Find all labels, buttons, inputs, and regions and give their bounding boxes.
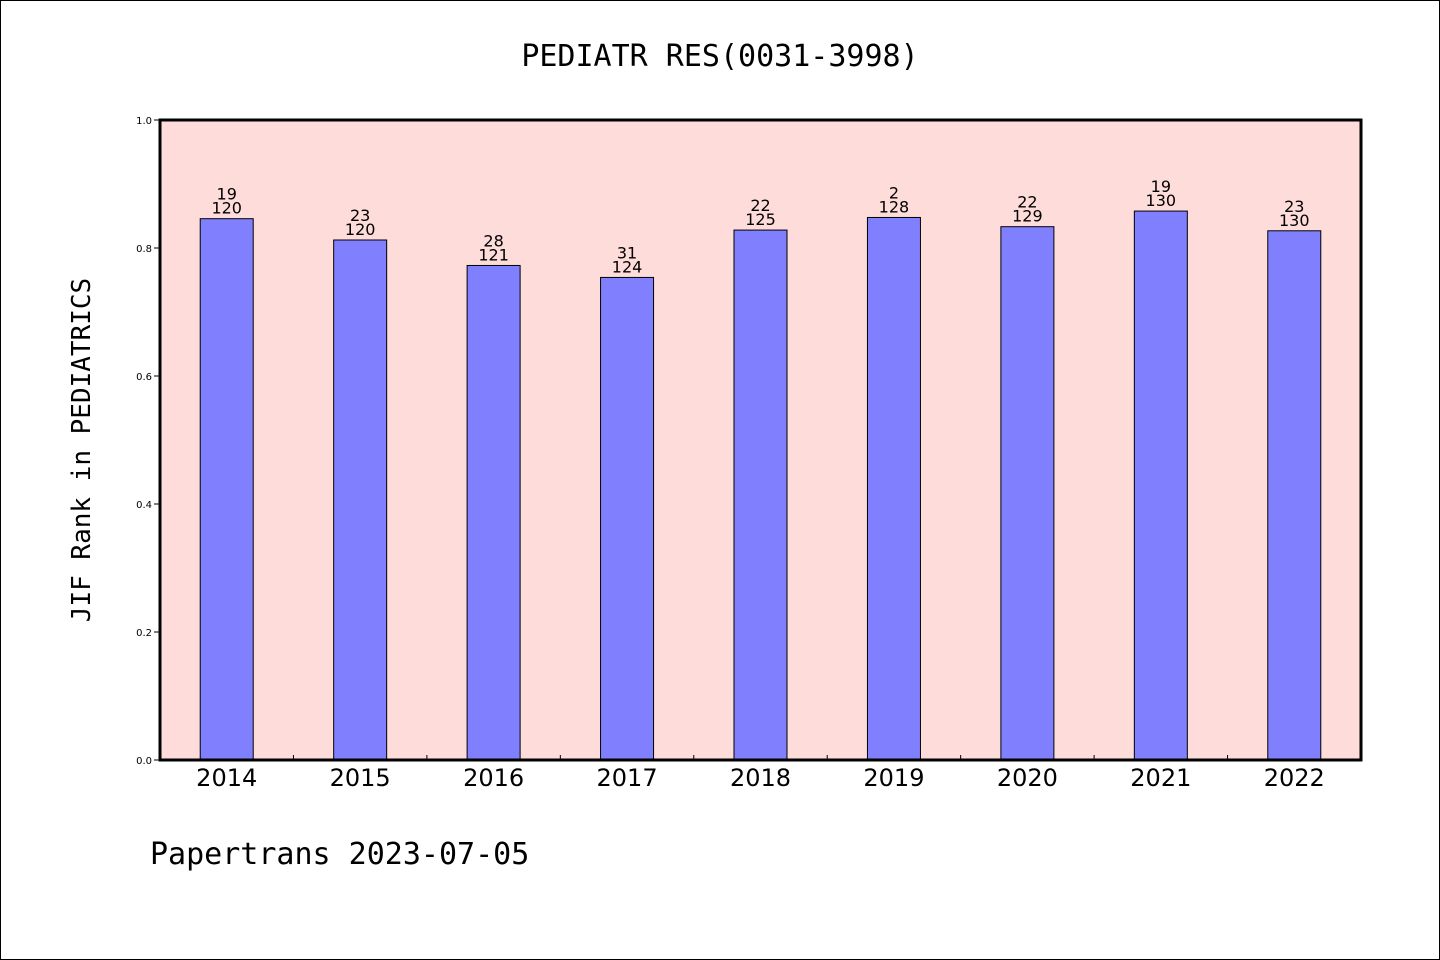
- total-label-2014: 120: [211, 199, 242, 218]
- total-label-2017: 124: [612, 257, 643, 276]
- total-label-2022: 130: [1279, 211, 1310, 230]
- x-tick-label-2020: 2020: [997, 764, 1058, 792]
- rank-label-2019: 2: [889, 183, 899, 202]
- bar-2015: [333, 239, 388, 761]
- rank-label-2018: 22: [750, 196, 770, 215]
- x-tick-label-2015: 2015: [330, 764, 391, 792]
- y-tick-label: 0.0: [136, 756, 152, 767]
- x-tick-label-2022: 2022: [1264, 764, 1325, 792]
- x-tick-label-2014: 2014: [196, 764, 257, 792]
- bar-2016: [466, 264, 521, 761]
- total-label-2016: 121: [478, 245, 509, 264]
- bar-2021: [1133, 210, 1188, 761]
- bar-2020: [1000, 226, 1055, 761]
- y-tick-label: 0.8: [136, 244, 152, 255]
- y-tick-label: 1.0: [136, 116, 152, 127]
- y-tick-label: 0.4: [136, 500, 152, 511]
- x-tick-label-2016: 2016: [463, 764, 524, 792]
- rank-label-2017: 31: [617, 243, 637, 262]
- footer-text: Papertrans 2023-07-05: [150, 837, 529, 872]
- bar-2017: [600, 276, 655, 761]
- x-tick-label-2021: 2021: [1130, 764, 1191, 792]
- y-axis-label: JIF Rank in PEDIATRICS: [67, 278, 97, 622]
- bar-2022: [1267, 230, 1322, 761]
- rank-label-2022: 23: [1284, 197, 1304, 216]
- bar-2018: [733, 229, 788, 761]
- rank-label-2014: 19: [217, 185, 237, 204]
- y-tick-label: 0.6: [136, 372, 152, 383]
- rank-label-2016: 28: [483, 231, 503, 250]
- total-label-2019: 128: [879, 197, 910, 216]
- plot-border: [158, 118, 1363, 762]
- total-label-2020: 129: [1012, 207, 1043, 226]
- chart-title: PEDIATR RES(0031-3998): [521, 39, 918, 74]
- x-tick-label-2017: 2017: [597, 764, 658, 792]
- x-tick-label-2018: 2018: [730, 764, 791, 792]
- total-label-2021: 130: [1146, 191, 1177, 210]
- bar-2019: [866, 216, 921, 761]
- total-label-2018: 125: [745, 210, 776, 229]
- total-label-2015: 120: [345, 220, 376, 239]
- y-tick-label: 0.2: [136, 628, 152, 639]
- bar-2014: [199, 218, 254, 761]
- rank-label-2020: 22: [1017, 193, 1037, 212]
- rank-label-2015: 23: [350, 206, 370, 225]
- x-tick-label-2019: 2019: [863, 764, 924, 792]
- rank-label-2021: 19: [1151, 177, 1171, 196]
